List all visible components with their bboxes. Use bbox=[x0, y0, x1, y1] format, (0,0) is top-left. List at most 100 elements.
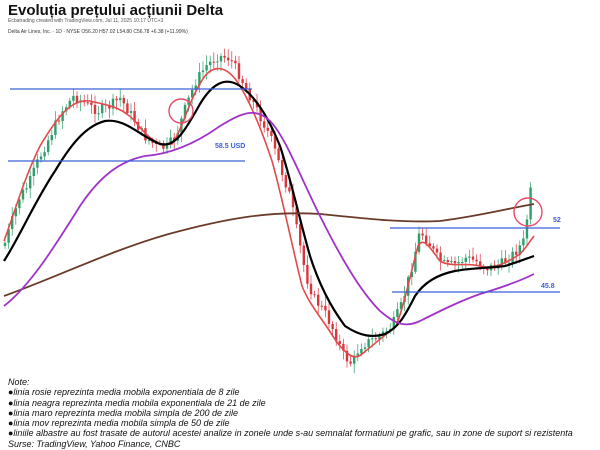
candle-body bbox=[468, 256, 471, 258]
highlight-circle bbox=[513, 197, 543, 227]
candle-body bbox=[385, 331, 388, 333]
candle-body bbox=[270, 130, 273, 137]
candle-body bbox=[396, 309, 399, 318]
candle-body bbox=[39, 156, 43, 160]
candle-body bbox=[209, 61, 212, 66]
candle-body bbox=[29, 176, 32, 189]
candle-body bbox=[399, 302, 403, 310]
candle-body bbox=[162, 143, 165, 149]
candle-body bbox=[453, 261, 457, 264]
moving-averages bbox=[3, 67, 535, 358]
candle-body bbox=[97, 113, 100, 115]
chart-credit: Ecbatrading created with TradingView.com… bbox=[8, 18, 164, 24]
candle-body bbox=[32, 167, 35, 177]
candle-body bbox=[288, 187, 291, 192]
candle-body bbox=[317, 294, 320, 306]
candle-body bbox=[219, 55, 223, 62]
candle-body bbox=[212, 61, 215, 63]
candle-body bbox=[50, 134, 53, 141]
candle-body bbox=[115, 98, 118, 101]
highlight-circle bbox=[168, 98, 194, 124]
candle-body bbox=[93, 104, 97, 114]
candle-body bbox=[425, 235, 428, 244]
candle-body bbox=[515, 251, 518, 255]
candle-body bbox=[299, 224, 302, 246]
candle-body bbox=[439, 252, 442, 261]
level-label: 45.8 bbox=[541, 283, 555, 290]
candle-body bbox=[356, 353, 359, 356]
candle-body bbox=[68, 100, 71, 108]
price-chart: 58.5 USD 52 45.8 bbox=[3, 48, 561, 374]
note-line: ●linia neagra reprezinta media mobila ex… bbox=[8, 397, 266, 408]
candle-body bbox=[3, 242, 7, 246]
candle-body bbox=[367, 339, 370, 348]
candle-body bbox=[432, 246, 435, 249]
candle-body bbox=[392, 317, 395, 330]
candle-body bbox=[61, 111, 64, 122]
candle-body bbox=[353, 355, 356, 364]
candle-body bbox=[273, 136, 277, 149]
candle-body bbox=[511, 251, 514, 263]
candle-body bbox=[75, 95, 79, 103]
candle-body bbox=[349, 361, 352, 364]
candle-body bbox=[57, 120, 61, 122]
candle-body bbox=[7, 229, 10, 243]
candle-body bbox=[90, 102, 93, 105]
candle-body bbox=[169, 137, 172, 143]
candle-body bbox=[464, 257, 467, 262]
ema8-line bbox=[3, 67, 535, 358]
candle-body bbox=[86, 102, 89, 104]
candle-body bbox=[443, 260, 446, 262]
candle-body bbox=[374, 338, 377, 340]
candle-body bbox=[43, 152, 46, 157]
candle-body bbox=[414, 251, 417, 272]
candle-body bbox=[338, 341, 341, 344]
candle-body bbox=[507, 262, 511, 264]
candle-body bbox=[36, 159, 39, 168]
candle-body bbox=[500, 258, 503, 265]
candle-body bbox=[47, 140, 50, 153]
candle-body bbox=[234, 60, 237, 64]
candle-body bbox=[237, 63, 241, 80]
candle-body bbox=[230, 60, 233, 62]
candle-body bbox=[504, 258, 507, 264]
candle-body bbox=[122, 97, 125, 104]
candle-body bbox=[327, 310, 331, 324]
page-title: Evoluția prețului acțiunii Delta bbox=[8, 2, 224, 19]
candle-body bbox=[457, 262, 460, 264]
candle-body bbox=[147, 140, 151, 142]
candle-body bbox=[313, 294, 316, 296]
candle-body bbox=[201, 70, 205, 73]
candle-body bbox=[183, 104, 187, 119]
candle-body bbox=[21, 189, 25, 200]
candle-body bbox=[324, 305, 327, 311]
candle-body bbox=[421, 233, 424, 236]
level-label: 52 bbox=[553, 217, 561, 224]
candle-body bbox=[72, 95, 75, 101]
note-line: ●linia rosie reprezinta media mobila exp… bbox=[8, 387, 240, 398]
candle-body bbox=[518, 245, 521, 255]
candle-body bbox=[194, 85, 197, 90]
candle-body bbox=[223, 55, 226, 58]
candle-body bbox=[216, 61, 219, 63]
candle-body bbox=[227, 57, 230, 61]
candle-body bbox=[309, 283, 313, 295]
candle-body bbox=[111, 98, 115, 109]
candle-body bbox=[486, 268, 489, 271]
candle-body bbox=[410, 271, 413, 278]
candle-body bbox=[101, 104, 104, 114]
level-label: 58.5 USD bbox=[215, 143, 245, 150]
candle-body bbox=[525, 219, 529, 239]
candle-body bbox=[363, 347, 367, 349]
candle-body bbox=[14, 208, 17, 217]
candle-body bbox=[245, 82, 248, 89]
candle-body bbox=[108, 104, 111, 109]
candle-body bbox=[205, 65, 208, 71]
candle-body bbox=[428, 243, 431, 247]
candle-body bbox=[165, 142, 169, 149]
candle-body bbox=[119, 97, 122, 101]
note-line: ●linia maro reprezinta media mobila simp… bbox=[8, 407, 239, 418]
candle-body bbox=[378, 335, 381, 340]
ema21-line bbox=[3, 80, 535, 337]
notes-heading: Note: bbox=[8, 377, 30, 387]
